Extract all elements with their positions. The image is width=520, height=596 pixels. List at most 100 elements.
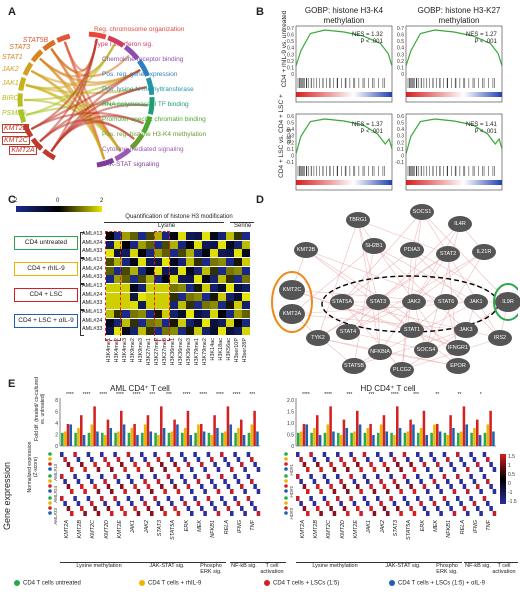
hd-bar <box>417 432 420 446</box>
hd-heat-cell <box>319 511 323 516</box>
heatmap-cell <box>170 318 178 327</box>
legend-label: CD4 T cells + LSCs (1:5) <box>273 580 340 587</box>
heatmap-cell <box>218 292 226 301</box>
aml-heat-cell <box>206 496 211 501</box>
hd-heat-cell <box>459 501 463 506</box>
hd-bar <box>470 432 473 446</box>
scale-tick: 0.5 <box>508 472 515 478</box>
aml-bar <box>234 432 237 446</box>
heatmap-cell <box>178 284 186 293</box>
heatmap-cell <box>194 327 202 336</box>
hd-heat-cell <box>442 496 447 501</box>
gsea-col1-title: GOBP: histone H3-K4 methylation <box>304 6 384 25</box>
hd-ytick: 0.5 <box>287 433 294 439</box>
hd-dot <box>284 506 288 510</box>
heatmap-cell <box>218 327 226 336</box>
aml-heat-cell <box>243 467 247 472</box>
aml-heat-cell <box>120 462 124 467</box>
hd-bar <box>356 410 359 446</box>
gsea-col2-title: GOBP: histone H3-K27 methylation <box>417 6 501 25</box>
sample-label: AML#33 <box>82 326 103 333</box>
scale-max: 2 <box>100 198 104 204</box>
aml-heat-cell <box>86 496 91 501</box>
group-label: CD4 + rhIL-9 <box>14 262 78 276</box>
heatmap-cell <box>226 232 234 241</box>
hd-heat-cell <box>406 479 410 484</box>
hd-gene-label: KMT2C <box>326 520 333 539</box>
heatmap-cell <box>226 318 234 327</box>
hd-heat-cell <box>396 484 400 489</box>
aml-heat-cell <box>126 452 131 457</box>
hd-heat-cell <box>309 496 313 501</box>
term-label: Cytokine-mediated signaling <box>102 146 184 153</box>
aml-heat-cell <box>170 479 174 484</box>
network-node-epor: EPOR <box>446 358 470 374</box>
aml-heat-cell <box>80 462 84 467</box>
gsea-stat-1: NES = 1.32 P < .001 <box>352 32 383 45</box>
hd-heat-cell <box>482 474 487 479</box>
hd-bar <box>430 432 433 446</box>
heatmap-cell <box>106 232 114 241</box>
network-edge <box>317 301 379 339</box>
hd-heat-cell <box>402 496 407 501</box>
aml-bar <box>87 432 91 446</box>
aml-heat-cell <box>246 496 251 501</box>
aml-dot <box>48 462 52 466</box>
aml-heat-cell <box>150 467 154 472</box>
column-label: H3K4me1 <box>106 338 112 363</box>
hd-heat-cell <box>469 474 473 479</box>
heatmap-cell <box>114 327 122 336</box>
hd-bar <box>326 424 330 446</box>
aml-heat-cell <box>83 489 87 494</box>
heatmap-cell <box>130 310 138 319</box>
aml-gene-label: JAK1 <box>130 520 137 534</box>
hd-heat-cell <box>379 479 383 484</box>
aml-bar <box>101 432 104 446</box>
heatmap-cell <box>146 310 154 319</box>
rank-bar <box>296 180 392 185</box>
hd-gene-label: RELA <box>459 520 466 535</box>
heatmap-cell <box>122 232 130 241</box>
term-arc <box>107 35 125 48</box>
aml-sample: AML#24 <box>53 486 58 503</box>
gene-arc <box>56 33 71 43</box>
column-label: H3K79me2 <box>202 338 208 366</box>
hd-gene-label: IFNG <box>473 520 479 534</box>
hd-dot <box>284 457 288 461</box>
column-label: H3K79me1 <box>194 338 200 366</box>
aml-gene-label: MEK <box>197 520 203 532</box>
hd-heat-cell <box>386 467 390 472</box>
hd-heat-cell <box>356 462 360 467</box>
hd-heat-cell <box>332 467 337 472</box>
aml-heat-cell <box>256 467 261 472</box>
hd-bar <box>478 435 482 446</box>
hd-heat-cell <box>339 501 343 506</box>
aml-heat-cell <box>140 496 144 501</box>
network-edge <box>379 351 459 367</box>
heatmap-cell <box>138 327 146 336</box>
hd-gene-label: STAT3 <box>393 520 399 537</box>
sample-label: AML#24 <box>82 239 103 246</box>
aml-bar <box>157 435 160 446</box>
heatmap-cell <box>138 258 146 267</box>
aml-heat-cell <box>200 484 204 489</box>
hd-heat-cell <box>452 489 457 494</box>
hd-heat-cell <box>372 489 377 494</box>
sample-label: AML#24 <box>82 317 103 324</box>
heatmap-cell <box>146 327 154 336</box>
heatmap-cell <box>242 249 250 258</box>
aml-heat-cell <box>136 511 141 516</box>
heatmap-cell <box>154 258 162 267</box>
heatmap-cell <box>130 240 138 249</box>
aml-heat-cell <box>136 467 141 472</box>
hd-dot <box>284 484 288 488</box>
hd-bar <box>452 427 455 446</box>
hd-bar <box>329 406 332 446</box>
gsea-ytick: 0.4 <box>287 127 294 133</box>
highlight-h3k27-box <box>154 231 170 341</box>
aml-heat-cell <box>173 506 177 511</box>
gsea-ytick: 0.5 <box>287 39 294 45</box>
heatmap-cell <box>234 327 242 336</box>
heatmap-cell <box>130 327 138 336</box>
sample-label: AML#24 <box>82 291 103 298</box>
